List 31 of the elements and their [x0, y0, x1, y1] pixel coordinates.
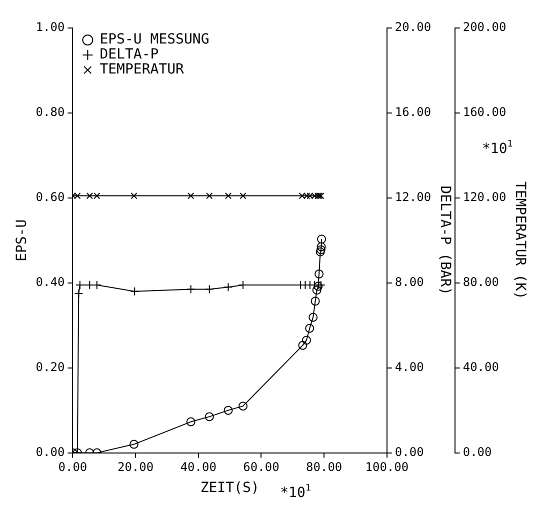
y3-tick-label: 0.00: [462, 444, 492, 459]
legend-label: DELTA-P: [100, 46, 159, 63]
y2-tick-label: 8.00: [394, 275, 424, 290]
x-tick-label: 60.00: [243, 460, 280, 474]
x-tick-label: 40.00: [180, 460, 216, 474]
y2-tick-label: 12.00: [394, 190, 432, 204]
y-tick-label: 0.40: [36, 275, 65, 290]
y3-tick-label: 200.00: [462, 20, 506, 34]
x-tick-label: 0.00: [58, 460, 88, 474]
y-tick-label: 0.00: [36, 444, 65, 459]
y2-tick-label: 4.00: [394, 360, 424, 374]
y3-tick-label: 40.00: [462, 360, 499, 374]
y2-tick-label: 16.00: [394, 105, 432, 120]
y2-tick-label: 20.00: [394, 20, 432, 34]
legend-label: EPS-U MESSUNG: [100, 32, 210, 48]
x-axis-title: ZEIT(S): [200, 480, 260, 496]
y-axis-title: EPS-U: [14, 219, 30, 262]
x-tick-label: 20.00: [117, 460, 154, 474]
y3-tick-label: 80.00: [462, 275, 499, 290]
y3-tick-label: 160.00: [462, 105, 506, 120]
y2-tick-label: 0.00: [394, 444, 424, 459]
y-tick-label: 1.00: [36, 20, 65, 34]
y-tick-label: 0.80: [36, 105, 65, 120]
y2-axis-title: DELTA-P (BAR): [436, 186, 453, 296]
x-tick-label: 80.00: [306, 460, 342, 474]
y-tick-label: 0.60: [36, 190, 65, 204]
y3-axis-title: TEMPERATUR (K): [512, 181, 528, 300]
x-tick-label: 100.00: [365, 460, 409, 474]
y-tick-label: 0.20: [36, 360, 65, 374]
legend-label: TEMPERATUR: [100, 62, 185, 78]
y3-tick-label: 120.00: [462, 190, 506, 204]
